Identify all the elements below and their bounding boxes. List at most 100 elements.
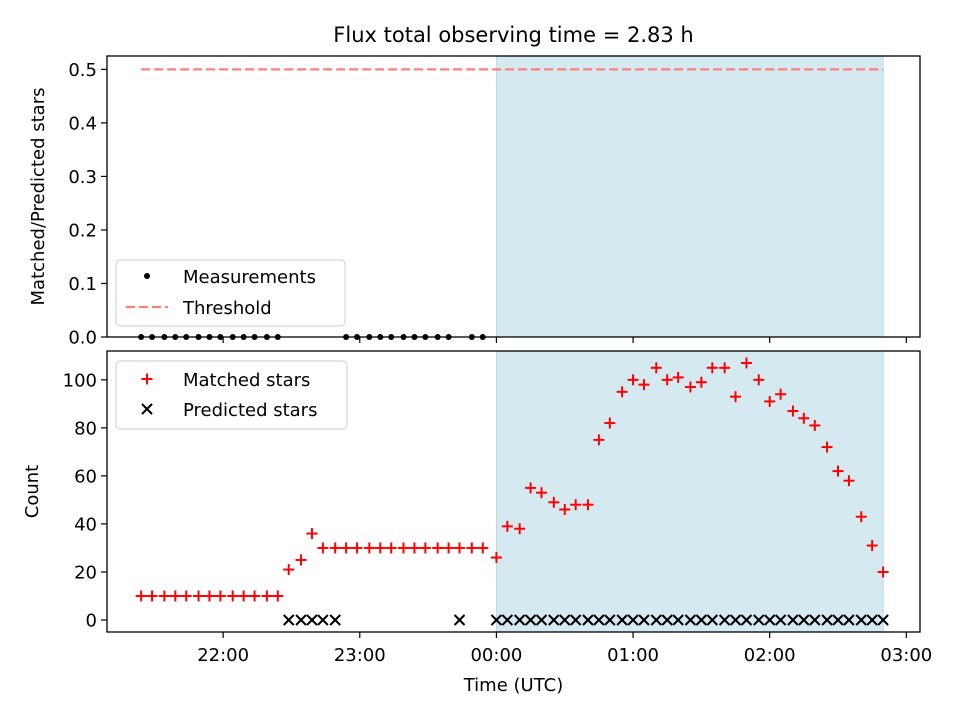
predicted-star-point bbox=[695, 614, 708, 626]
matched-star-point bbox=[283, 564, 295, 576]
legend-measurements-marker bbox=[144, 273, 150, 279]
matched-star-point bbox=[466, 542, 478, 554]
matched-star-point bbox=[203, 590, 215, 602]
legend-predicted-marker bbox=[141, 403, 153, 415]
predicted-star-point bbox=[295, 614, 307, 626]
predicted-star-point bbox=[809, 614, 821, 626]
predicted-star-point bbox=[774, 614, 787, 626]
bottom-y-ticks: 0 20 40 60 80 100 bbox=[63, 370, 107, 631]
matched-star-point bbox=[638, 379, 650, 391]
predicted-star-point bbox=[763, 614, 776, 626]
matched-star-point bbox=[408, 542, 420, 554]
top-axes-frame bbox=[106, 55, 921, 338]
matched-star-point bbox=[627, 374, 639, 386]
predicted-star-point bbox=[821, 614, 833, 626]
matched-star-point bbox=[398, 542, 410, 554]
top-y-tick-label: 0.0 bbox=[68, 328, 97, 349]
bottom-y-tick-label: 20 bbox=[74, 562, 97, 583]
top-observing-window-shade bbox=[495, 55, 884, 338]
matched-star-point bbox=[419, 542, 431, 554]
matched-star-point bbox=[306, 528, 318, 540]
matched-star-point bbox=[477, 542, 489, 554]
matched-star-point bbox=[719, 362, 731, 374]
predicted-star-point bbox=[616, 614, 628, 626]
matched-star-point bbox=[329, 542, 341, 554]
bottom-y-tick-label: 0 bbox=[86, 610, 97, 631]
predicted-star-point bbox=[582, 614, 594, 626]
top-y-axis-label: Matched/Predicted stars bbox=[28, 88, 49, 306]
predicted-star-point bbox=[559, 614, 571, 626]
chart-title: Flux total observing time = 2.83 h bbox=[333, 23, 693, 47]
predicted-star-point bbox=[283, 614, 295, 626]
predicted-star-point bbox=[843, 614, 855, 626]
matched-stars-points bbox=[135, 357, 889, 602]
matched-star-point bbox=[672, 371, 684, 383]
matched-star-point bbox=[582, 499, 594, 511]
matched-star-point bbox=[855, 511, 867, 523]
predicted-star-point bbox=[453, 614, 466, 626]
predicted-star-point bbox=[740, 614, 753, 626]
matched-star-point bbox=[135, 590, 147, 602]
predicted-star-point bbox=[490, 614, 503, 626]
top-legend: Measurements Threshold bbox=[115, 259, 346, 327]
matched-star-point bbox=[501, 520, 513, 532]
bottom-y-tick-label: 40 bbox=[74, 514, 97, 535]
top-x-ticks bbox=[222, 337, 907, 343]
matched-star-point bbox=[661, 374, 673, 386]
matched-star-point bbox=[432, 542, 444, 554]
predicted-star-point bbox=[798, 614, 810, 626]
x-tick-label: 01:00 bbox=[607, 645, 659, 666]
matched-star-point bbox=[374, 542, 386, 554]
top-legend-box bbox=[115, 259, 346, 327]
matched-star-point bbox=[706, 362, 718, 374]
top-y-tick-label: 0.1 bbox=[68, 274, 97, 295]
x-tick-label: 02:00 bbox=[744, 645, 796, 666]
matched-star-point bbox=[684, 381, 696, 393]
matched-star-point bbox=[351, 542, 363, 554]
predicted-star-point bbox=[638, 614, 650, 626]
matched-star-point bbox=[443, 542, 455, 554]
predicted-star-point bbox=[832, 614, 844, 626]
matched-star-point bbox=[753, 374, 765, 386]
matched-star-point bbox=[832, 465, 844, 477]
matched-star-point bbox=[730, 391, 742, 403]
top-y-tick-label: 0.4 bbox=[68, 113, 97, 134]
x-axis-label: Time (UTC) bbox=[463, 675, 564, 696]
matched-star-point bbox=[146, 590, 158, 602]
legend-threshold-label: Threshold bbox=[182, 298, 272, 319]
predicted-star-point bbox=[650, 614, 662, 626]
bottom-legend: Matched stars Predicted stars bbox=[115, 360, 348, 430]
matched-star-point bbox=[821, 441, 833, 453]
matched-star-point bbox=[809, 419, 821, 431]
matched-star-point bbox=[787, 405, 799, 417]
matched-star-point bbox=[514, 523, 526, 535]
legend-measurements-label: Measurements bbox=[183, 267, 316, 288]
predicted-star-point bbox=[569, 614, 582, 626]
legend-matched-plus bbox=[141, 373, 153, 385]
bottom-y-tick-label: 80 bbox=[74, 418, 97, 439]
matched-star-point bbox=[604, 417, 616, 429]
matched-star-point bbox=[363, 542, 375, 554]
predicted-star-point bbox=[787, 614, 799, 626]
matched-star-point bbox=[548, 496, 560, 508]
bottom-x-ticks: 22:00 23:00 00:00 01:00 02:00 03:00 bbox=[197, 632, 932, 666]
matched-star-point bbox=[593, 434, 605, 446]
matched-star-point bbox=[866, 540, 878, 552]
top-y-tick-label: 0.2 bbox=[68, 220, 97, 241]
bottom-axes-frame bbox=[106, 350, 921, 633]
predicted-star-point bbox=[661, 614, 673, 626]
matched-star-point bbox=[740, 357, 752, 369]
legend-predicted-cross bbox=[141, 403, 153, 415]
legend-matched-label: Matched stars bbox=[183, 370, 310, 391]
legend-predicted-label: Predicted stars bbox=[183, 400, 317, 421]
bottom-legend-box bbox=[115, 360, 348, 430]
predicted-star-point bbox=[729, 614, 742, 626]
predicted-stars-points bbox=[283, 614, 889, 626]
matched-star-point bbox=[272, 590, 284, 602]
matched-star-point bbox=[340, 542, 352, 554]
predicted-star-point bbox=[753, 614, 765, 626]
predicted-star-point bbox=[855, 614, 867, 626]
matched-star-point bbox=[180, 590, 192, 602]
top-y-tick-label: 0.3 bbox=[68, 167, 97, 188]
